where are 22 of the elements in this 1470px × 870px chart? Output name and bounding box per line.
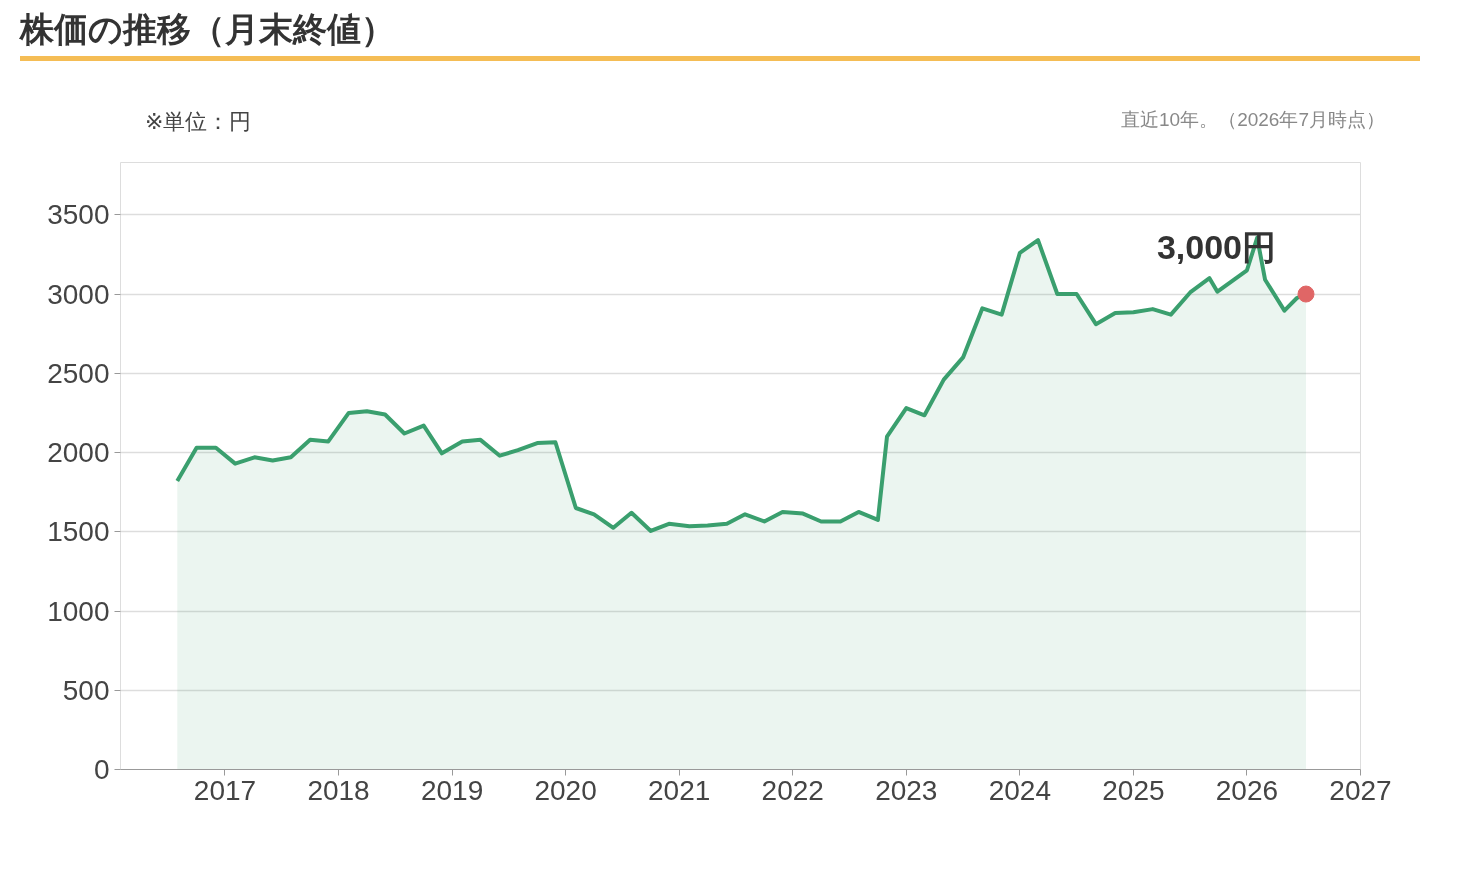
y-tick-label: 3500 xyxy=(47,199,110,231)
x-tick-label: 2024 xyxy=(988,774,1051,806)
y-tick-label: 0 xyxy=(93,753,110,785)
x-tick-label: 2021 xyxy=(648,774,711,806)
y-tick-label: 2000 xyxy=(47,437,110,469)
x-tick-label: 2027 xyxy=(1329,774,1392,806)
y-tick-label: 2500 xyxy=(47,357,110,389)
text: ※単位：円 xyxy=(145,107,252,136)
x-tick-label: 2020 xyxy=(534,774,597,806)
y-tick-label: 1500 xyxy=(47,516,110,548)
x-tick-label: 2017 xyxy=(193,774,257,806)
y-tick-label: 1000 xyxy=(47,595,110,627)
x-tick-label: 2023 xyxy=(875,774,938,806)
x-tick-label: 2019 xyxy=(420,774,484,806)
y-tick-label: 3000 xyxy=(47,278,110,310)
text: 直近10年。（2026年7月時点） xyxy=(1121,107,1385,132)
y-tick-label: 500 xyxy=(62,674,110,706)
x-tick-label: 2026 xyxy=(1215,774,1279,806)
x-tick-label: 2022 xyxy=(761,774,824,806)
x-tick-label: 2018 xyxy=(307,774,370,806)
chart-title: 株価の推移（月末終値） xyxy=(20,9,395,50)
x-tick-label: 2025 xyxy=(1102,774,1165,806)
